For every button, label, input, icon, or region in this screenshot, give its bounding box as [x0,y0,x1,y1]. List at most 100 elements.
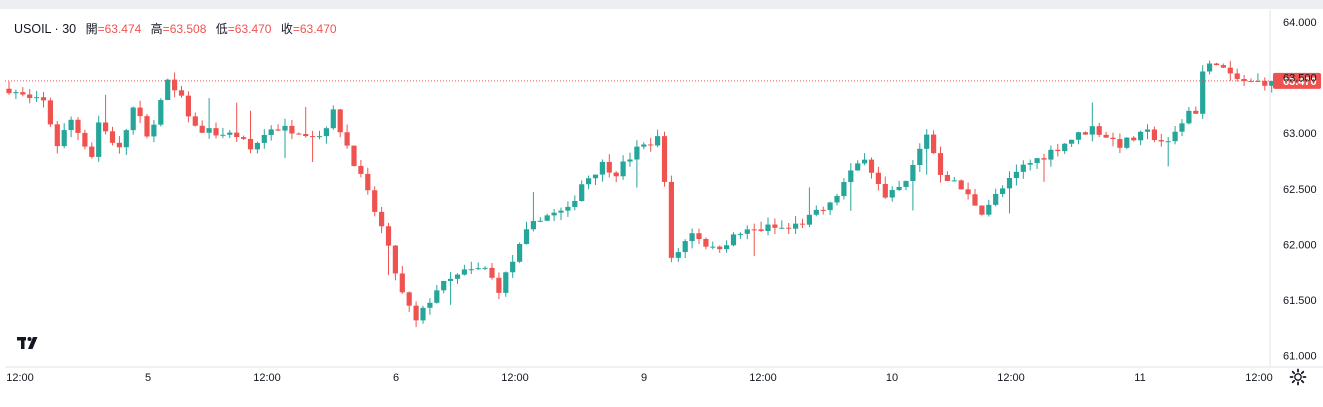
candle [206,98,212,139]
symbol-name: USOIL [14,22,52,36]
candle [972,188,978,206]
candle [634,140,640,188]
x-tick-label: 9 [641,372,647,384]
open-value: =63.474 [97,22,142,36]
candle [937,146,944,183]
candle [530,192,536,232]
candle [696,228,702,244]
candle [75,117,81,141]
candle [413,301,419,328]
candle [220,127,226,139]
candle [1034,158,1040,169]
candle [765,217,771,236]
candle [96,115,102,162]
candle [627,152,633,167]
candle [986,199,992,217]
candle [27,89,33,104]
candle [234,102,240,143]
candle [572,195,578,211]
candle [1000,185,1006,198]
time-axis[interactable]: 12:00 5 12:00 6 12:00 9 12:00 10 12:00 11 12:00 [6,372,1273,384]
candle [503,271,509,297]
candle [1103,131,1109,138]
candle [82,129,88,150]
x-tick-label: 12:00 [501,372,529,384]
candle [137,100,143,123]
candle [862,153,868,166]
candle [1041,153,1047,182]
candle [841,178,847,200]
tradingview-logo-icon[interactable] [16,333,42,355]
candle [130,106,136,135]
candle [192,112,198,127]
symbol-separator: · [54,22,63,36]
candle [820,206,826,215]
candle [903,180,909,191]
candle [882,176,888,199]
candle [172,72,178,98]
candle [254,141,260,154]
candle [1158,133,1164,147]
candle [40,92,47,108]
candle [951,177,957,182]
candle [303,107,309,138]
price-axis[interactable]: 61.000 61.500 62.000 62.500 63.000 63.500 64.0… [1283,17,1317,363]
candle [213,122,219,139]
candle [1110,132,1116,147]
candle [834,193,840,206]
candle [1117,133,1123,154]
price-chart[interactable]: 63.470 61.000 61.500 62.000 62.500 63.000 63.… [0,10,1323,402]
candle [330,105,336,130]
candle [344,124,350,149]
candle [1006,171,1013,214]
candle [461,264,467,276]
price-chart-svg[interactable]: 63.470 61.000 61.500 62.000 62.500 63.000 63.… [0,10,1323,402]
candle [799,218,806,229]
y-tick-label: 61.500 [1283,295,1317,307]
x-tick-label: 6 [393,372,399,384]
candle [1262,77,1268,91]
candle [944,171,950,182]
candle [1075,131,1082,145]
candle [668,175,674,263]
candle [282,118,288,159]
candle [965,182,971,200]
candle [468,261,474,275]
candle [586,175,592,190]
candle [517,242,523,263]
low-value: =63.470 [227,22,272,36]
candle [703,237,709,250]
candle [1186,107,1192,125]
candle [399,266,405,294]
candle [379,206,385,234]
candle [1048,145,1054,167]
x-tick-label: 12:00 [1245,372,1273,384]
y-tick-label: 63.000 [1283,128,1317,140]
candle [296,132,302,135]
candle [475,262,481,270]
low-label: 低 [215,22,228,36]
candle [641,142,647,150]
candle [931,130,937,154]
candle [1062,143,1068,154]
candle [372,186,378,217]
candle [1207,60,1213,75]
candle [1248,78,1254,83]
candle [454,273,461,284]
candle [68,116,74,138]
candle [1020,160,1026,179]
candle [54,120,60,154]
candle [655,129,661,148]
candle [523,221,530,245]
grid [5,10,1323,368]
candle [565,201,571,217]
y-tick-label: 63.500 [1283,73,1317,85]
y-tick-label: 62.000 [1283,239,1317,251]
close-value: =63.470 [292,22,337,36]
candle [116,135,122,154]
candle [689,228,695,249]
candle [1151,126,1157,143]
settings-gear-icon[interactable] [1289,368,1307,386]
x-tick-label: 12:00 [6,372,34,384]
candle [993,188,999,207]
